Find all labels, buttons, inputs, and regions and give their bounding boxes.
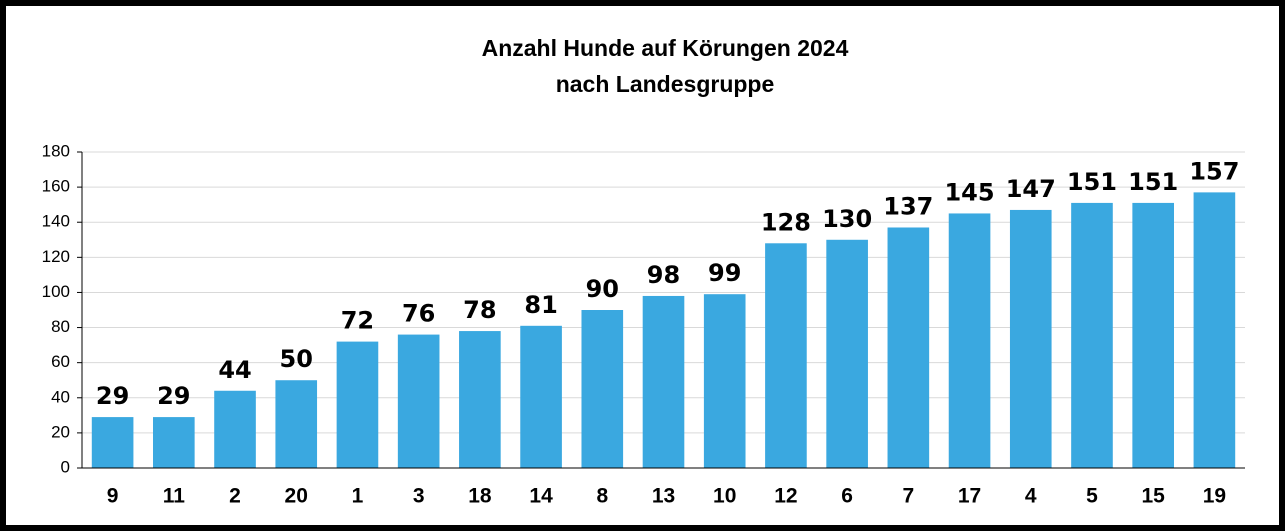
x-tick-label: 19: [1203, 485, 1226, 508]
value-label: 90: [586, 275, 619, 303]
y-tick-label: 20: [51, 422, 70, 441]
value-label: 151: [1128, 168, 1178, 196]
bar: [1071, 202, 1113, 468]
y-tick-label: 60: [51, 352, 70, 371]
x-tick-label: 4: [1025, 485, 1037, 508]
x-tick-label: 3: [413, 485, 425, 508]
x-tick-label: 9: [107, 485, 119, 508]
y-tick-label: 160: [42, 177, 70, 196]
value-label: 128: [761, 208, 811, 236]
value-label: 151: [1067, 168, 1117, 196]
bar: [703, 294, 746, 468]
value-label: 29: [96, 382, 129, 410]
value-label: 50: [280, 345, 313, 373]
bar: [826, 239, 868, 468]
bar: [948, 213, 991, 468]
value-label: 147: [1006, 175, 1056, 203]
value-label: 145: [944, 178, 994, 206]
bar: [275, 380, 318, 468]
bar: [153, 417, 195, 468]
x-tick-label: 17: [958, 485, 981, 508]
bar: [459, 331, 501, 468]
x-tick-label: 10: [713, 485, 736, 508]
y-tick-label: 120: [42, 247, 70, 266]
x-tick-label: 14: [529, 485, 553, 508]
bar: [336, 341, 379, 468]
y-tick-label: 40: [51, 387, 70, 406]
y-tick-label: 140: [42, 212, 70, 231]
x-tick-label: 15: [1142, 485, 1166, 508]
x-tick-label: 12: [774, 485, 797, 508]
value-label: 81: [524, 291, 557, 319]
value-label: 78: [463, 296, 496, 324]
value-label: 130: [822, 205, 872, 233]
x-tick-label: 2: [229, 485, 241, 508]
bar: [642, 295, 685, 468]
value-label: 76: [402, 300, 435, 328]
x-tick-label: 8: [596, 485, 608, 508]
y-tick-label: 80: [51, 317, 70, 336]
bar: [397, 334, 440, 468]
x-tick-label: 1: [352, 485, 364, 508]
y-tick-label: 100: [42, 282, 70, 301]
y-tick-label: 0: [61, 457, 70, 476]
bar: [91, 417, 134, 468]
value-label: 98: [647, 261, 680, 289]
bar: [765, 243, 807, 468]
x-tick-label: 13: [652, 485, 675, 508]
bar: [581, 310, 624, 468]
value-label: 137: [883, 192, 933, 220]
x-tick-label: 20: [285, 485, 308, 508]
value-label: 29: [157, 382, 190, 410]
x-tick-label: 5: [1086, 485, 1098, 508]
bar: [1193, 192, 1236, 468]
value-label: 157: [1189, 157, 1239, 185]
x-tick-label: 18: [468, 485, 492, 508]
chart-title: Anzahl Hunde auf Körungen 2024: [482, 35, 849, 61]
chart-subtitle: nach Landesgruppe: [556, 71, 775, 97]
x-tick-label: 6: [841, 485, 853, 508]
value-label: 72: [341, 307, 374, 335]
bar: [1132, 202, 1174, 468]
value-label: 99: [708, 259, 741, 287]
bar: [214, 390, 256, 468]
y-tick-label: 180: [42, 141, 70, 160]
x-tick-label: 7: [902, 485, 914, 508]
bar: [887, 227, 930, 468]
value-label: 44: [218, 356, 251, 384]
bar: [1009, 209, 1052, 468]
bar: [520, 325, 562, 468]
x-tick-label: 11: [163, 485, 186, 508]
